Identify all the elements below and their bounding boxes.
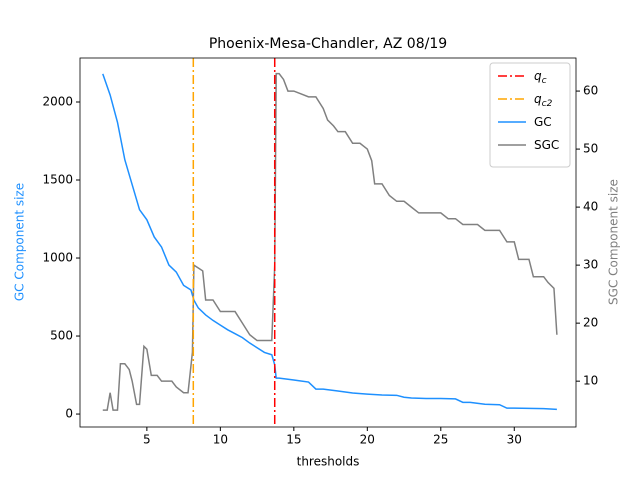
x-tick-label: 10 (213, 433, 228, 447)
y-tick-label: 1000 (42, 251, 73, 265)
plot-frame (79, 57, 577, 428)
series-line (102, 72, 558, 411)
legend-label-text: GC (534, 115, 552, 129)
y2-tick-label: 10 (583, 374, 598, 388)
y-tick-label: 500 (50, 329, 73, 343)
y-tick-label: 0 (65, 407, 73, 421)
y-tick-label: 1500 (42, 173, 73, 187)
legend-label: qc (534, 69, 547, 86)
legend-label-text: q (534, 92, 542, 106)
legend-label-subscript: c (542, 76, 547, 86)
y2-tick-label: 30 (583, 258, 598, 272)
legend-label-text: SGC (534, 138, 559, 152)
y2-tick-label: 50 (583, 142, 598, 156)
y-axis-label: GC Component size (13, 183, 27, 301)
x-axis-label: thresholds (297, 455, 360, 469)
y-tick-label: 2000 (42, 94, 73, 108)
y2-tick-label: 60 (583, 84, 598, 98)
x-tick-label: 15 (286, 433, 301, 447)
legend-box (489, 62, 571, 168)
x-tick-label: 30 (507, 433, 522, 447)
legend-label: GC (534, 115, 552, 129)
chart-title: Phoenix-Mesa-Chandler, AZ 08/19 (209, 36, 447, 52)
y2-tick-label: 20 (583, 316, 598, 330)
x-tick-label: 25 (433, 433, 448, 447)
legend-label: SGC (534, 138, 559, 152)
legend-label-subscript: c2 (542, 99, 553, 109)
x-tick-label: 5 (143, 433, 151, 447)
legend-label: qc2 (534, 92, 553, 109)
legend-label-text: q (534, 69, 542, 83)
y2-axis-label: SGC Component size (607, 179, 621, 305)
y2-tick-label: 40 (583, 200, 598, 214)
x-tick-label: 20 (360, 433, 375, 447)
